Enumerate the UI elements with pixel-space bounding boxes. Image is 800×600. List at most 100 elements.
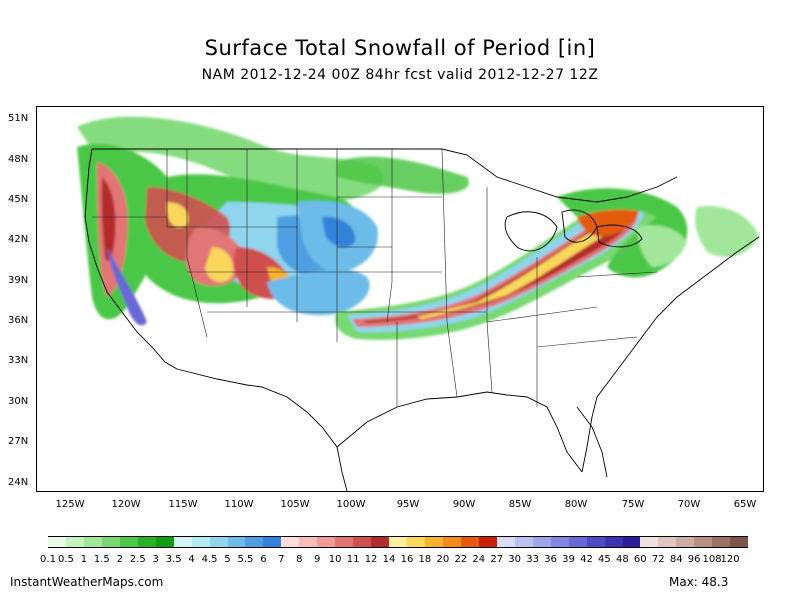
colorbar-swatch <box>65 536 84 548</box>
colorbar-label: 108 <box>702 554 722 565</box>
colorbar-swatch <box>407 536 426 548</box>
colorbar-label: 18 <box>418 554 432 565</box>
colorbar-swatch <box>586 536 605 548</box>
colorbar-swatch <box>496 536 515 548</box>
colorbar-label: 1 <box>80 554 88 565</box>
colorbar-swatch <box>425 536 443 548</box>
colorbar-swatch <box>119 536 138 548</box>
state-boundaries <box>92 148 658 407</box>
colorbar-label: 6 <box>260 554 267 565</box>
colorbar-swatch <box>191 536 210 548</box>
colorbar-swatch <box>604 536 623 548</box>
colorbar-swatch <box>83 536 102 548</box>
lat-label: 42N <box>8 234 29 245</box>
lat-label: 48N <box>8 154 29 165</box>
colorbar-label: 120 <box>720 554 740 565</box>
colorbar-label: 12 <box>364 554 378 565</box>
colorbar-label: 36 <box>544 554 557 565</box>
colorbar-swatch <box>317 536 336 548</box>
lat-label: 27N <box>8 436 29 447</box>
max-value: Max: 48.3 <box>669 575 729 589</box>
lon-label: 115W <box>168 499 198 510</box>
lon-label: 105W <box>280 499 310 510</box>
colorbar-swatch <box>694 536 713 548</box>
colorbar-label: 96 <box>687 554 701 565</box>
colorbar-label: 24 <box>472 554 486 565</box>
colorbar <box>48 536 749 548</box>
colorbar-swatch <box>209 536 228 548</box>
colorbar-swatch <box>730 536 749 548</box>
lat-label: 30N <box>8 396 29 407</box>
colorbar-swatch <box>389 536 408 548</box>
colorbar-swatch <box>299 536 318 548</box>
lat-label: 45N <box>8 194 29 205</box>
colorbar-label: 84 <box>669 554 683 565</box>
colorbar-swatch <box>532 536 551 548</box>
colorbar-label: 0.5 <box>57 554 74 565</box>
colorbar-label: 2.5 <box>129 554 146 565</box>
colorbar-swatch <box>335 536 354 548</box>
colorbar-swatch <box>155 536 174 548</box>
colorbar-label: 7 <box>278 554 285 565</box>
colorbar-label: 2 <box>116 554 123 565</box>
lon-label: 125W <box>55 499 85 510</box>
colorbar-label: 11 <box>346 554 360 565</box>
colorbar-swatch <box>514 536 533 548</box>
colorbar-swatch <box>640 536 659 548</box>
colorbar-label: 33 <box>526 554 539 565</box>
colorbar-label: 8 <box>296 554 303 565</box>
colorbar-swatch <box>478 536 497 548</box>
colorbar-labels: 0.1 0.5 1 1.5 2 2.5 3 3.5 4 4.5 5 5.5 6 7 8 9 10 11 12 14 16… <box>40 554 748 566</box>
colorbar-swatch <box>353 536 372 548</box>
colorbar-swatch <box>263 536 282 548</box>
lon-label: 70W <box>677 499 701 510</box>
colorbar-label: 22 <box>454 554 468 565</box>
colorbar-label: 60 <box>633 554 647 565</box>
colorbar-label: 72 <box>651 554 665 565</box>
colorbar-swatch <box>712 536 731 548</box>
colorbar-label: 4.5 <box>201 554 218 565</box>
lon-label: 100W <box>336 499 366 510</box>
lon-label: 90W <box>452 499 476 510</box>
colorbar-swatch <box>371 536 390 548</box>
colorbar-swatch <box>245 536 264 548</box>
lon-label: 75W <box>621 499 645 510</box>
colorbar-label: 16 <box>400 554 414 565</box>
lon-label: 95W <box>396 499 420 510</box>
colorbar-label: 20 <box>436 554 450 565</box>
lat-label: 36N <box>8 315 29 326</box>
colorbar-swatch <box>676 536 695 548</box>
lon-label: 80W <box>564 499 588 510</box>
colorbar-label: 3.5 <box>165 554 182 565</box>
colorbar-swatch <box>622 536 641 548</box>
site-credit: InstantWeatherMaps.com <box>10 575 164 589</box>
map-subtitle: NAM 2012-12-24 00Z 84hr fcst valid 2012-… <box>201 67 599 83</box>
coastline-outlines <box>84 148 760 491</box>
colorbar-swatch <box>101 536 120 548</box>
map-title: Surface Total Snowfall of Period [in] <box>204 36 596 60</box>
lat-label: 39N <box>8 275 29 286</box>
colorbar-label: 48 <box>615 554 629 565</box>
colorbar-swatch <box>568 536 587 548</box>
colorbar-label: 0.1 <box>40 554 56 565</box>
lon-label: 120W <box>111 499 141 510</box>
colorbar-label: 5 <box>224 554 231 565</box>
colorbar-swatch <box>281 536 300 548</box>
colorbar-swatch <box>173 536 192 548</box>
lon-label: 110W <box>224 499 254 510</box>
colorbar-swatch <box>227 536 246 548</box>
lat-label: 33N <box>8 355 29 366</box>
colorbar-swatch <box>137 536 156 548</box>
colorbar-swatch <box>460 536 479 548</box>
colorbar-label: 10 <box>328 554 342 565</box>
colorbar-label: 5.5 <box>237 554 254 565</box>
lon-label: 85W <box>508 499 532 510</box>
colorbar-label: 1.5 <box>93 554 110 565</box>
colorbar-swatch <box>48 536 66 548</box>
map-canvas <box>77 116 760 491</box>
colorbar-label: 9 <box>314 554 321 565</box>
colorbar-label: 30 <box>508 554 522 565</box>
colorbar-swatch <box>442 536 461 548</box>
colorbar-label: 42 <box>580 554 593 565</box>
colorbar-label: 45 <box>598 554 611 565</box>
